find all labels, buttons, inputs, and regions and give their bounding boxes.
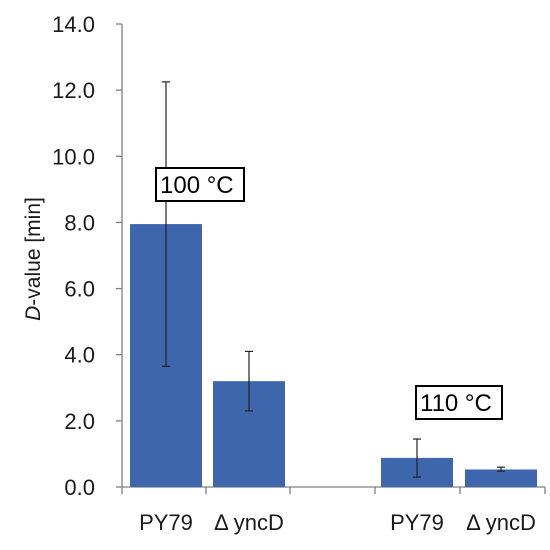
- annotation-box: [155, 167, 245, 202]
- category-label: PY79: [390, 510, 444, 535]
- annotation-label: 100 °C: [160, 172, 234, 199]
- category-label: PY79: [139, 510, 193, 535]
- axes: 0.0 2.0 4.0 6.0 8.0 10.0 12.0 14.0: [52, 12, 546, 500]
- y-axis-label: D-value [min]: [22, 197, 45, 321]
- y-tick-label: 4.0: [64, 343, 95, 368]
- annotation-label: 110 °C: [420, 390, 492, 417]
- y-tick-label: 8.0: [64, 210, 95, 235]
- y-axis-label-italic: D: [22, 306, 45, 321]
- category-label: Δ yncD: [466, 510, 536, 535]
- annotations: 100 °C 110 °C: [155, 167, 503, 420]
- bar: [465, 469, 537, 487]
- bars: [130, 224, 537, 487]
- y-tick-label: 6.0: [64, 277, 95, 302]
- annotation-box: [415, 385, 503, 420]
- error-bars: [162, 81, 505, 478]
- y-tick-label: 2.0: [64, 409, 95, 434]
- y-tick-label: 0.0: [64, 475, 95, 500]
- y-tick-label: 14.0: [52, 12, 95, 37]
- y-axis-label-rest: -value [min]: [22, 197, 45, 306]
- category-label: Δ yncD: [214, 510, 284, 535]
- y-tick-label: 10.0: [52, 144, 95, 169]
- y-tick-label: 12.0: [52, 78, 95, 103]
- category-labels: PY79 Δ yncD PY79 Δ yncD: [139, 510, 536, 535]
